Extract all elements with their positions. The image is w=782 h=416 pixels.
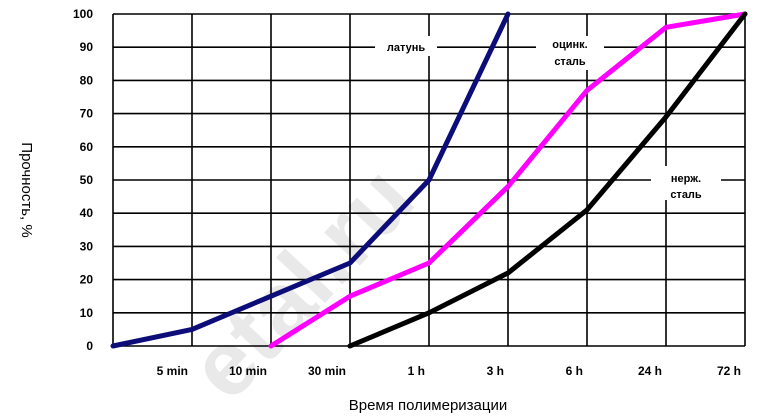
x-tick-label: 24 h bbox=[638, 364, 662, 378]
y-tick-label: 80 bbox=[80, 73, 94, 87]
x-tick-label: 6 h bbox=[566, 364, 583, 378]
y-axis-label: Прочность, % bbox=[18, 142, 35, 237]
y-tick-label: 100 bbox=[73, 7, 93, 21]
series-line bbox=[347, 11, 748, 349]
x-tick-label: 72 h bbox=[717, 364, 741, 378]
y-tick-label: 60 bbox=[80, 140, 94, 154]
y-tick-label: 30 bbox=[80, 239, 94, 253]
y-tick-label: 20 bbox=[80, 273, 94, 287]
x-axis-ticks: 5 min 10 min 30 min 1 h 3 h 6 h 24 h 72 h bbox=[157, 364, 741, 378]
series-label: сталь bbox=[670, 189, 702, 201]
x-tick-label: 5 min bbox=[157, 364, 188, 378]
series-label-bg bbox=[375, 36, 437, 56]
series-label-bg bbox=[536, 36, 604, 70]
series-label: оцинк. bbox=[552, 39, 587, 51]
x-tick-label: 10 min bbox=[229, 364, 267, 378]
y-tick-label: 90 bbox=[80, 40, 94, 54]
x-tick-label: 3 h bbox=[487, 364, 504, 378]
y-tick-label: 0 bbox=[86, 339, 93, 353]
y-tick-label: 40 bbox=[80, 206, 94, 220]
series-line bbox=[110, 11, 511, 349]
y-tick-label: 50 bbox=[80, 173, 94, 187]
x-tick-label: 1 h bbox=[408, 364, 425, 378]
series-label-bg bbox=[651, 166, 721, 200]
x-axis-label: Время полимеризации bbox=[349, 397, 508, 414]
y-axis-ticks: 0 10 20 30 40 50 60 70 80 90 100 bbox=[73, 7, 93, 353]
series-labels: латунь оцинк. сталь нерж. сталь bbox=[375, 36, 721, 201]
series-label: нерж. bbox=[671, 173, 701, 185]
y-tick-label: 10 bbox=[80, 306, 94, 320]
y-tick-label: 70 bbox=[80, 107, 94, 121]
series-label: латунь bbox=[387, 42, 426, 54]
series-line bbox=[268, 11, 748, 349]
x-tick-label: 30 min bbox=[308, 364, 346, 378]
series-label: сталь bbox=[554, 56, 586, 68]
series-lines bbox=[110, 11, 748, 349]
